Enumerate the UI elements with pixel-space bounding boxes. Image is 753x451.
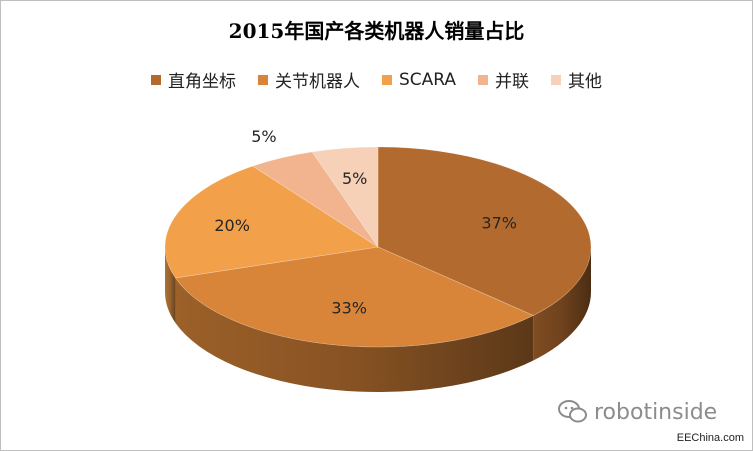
source-text: EEChina.com <box>676 432 744 444</box>
data-label-other: 5% <box>342 169 367 188</box>
legend: 直角坐标 关节机器人 SCARA 并联 其他 <box>1 67 752 92</box>
legend-label-parallel: 并联 <box>495 72 530 92</box>
data-label-cartesian: 37% <box>481 213 517 232</box>
legend-swatch-articulated <box>257 74 268 85</box>
legend-item-parallel: 并联 <box>478 67 529 92</box>
legend-item-scara: SCARA <box>381 67 457 92</box>
pie-slices <box>164 146 592 348</box>
watermark: robotinside <box>558 399 717 425</box>
legend-item-other: 其他 <box>551 67 602 92</box>
legend-swatch-other <box>551 74 562 85</box>
pie-sides <box>165 247 591 392</box>
legend-swatch-cartesian <box>150 74 161 85</box>
pie-side-articulated <box>175 277 534 392</box>
pie-side-cartesian <box>533 247 591 361</box>
data-label-articulated: 33% <box>331 299 367 318</box>
legend-item-cartesian: 直角坐标 <box>150 67 236 92</box>
data-label-parallel: 5% <box>251 127 276 146</box>
wechat-icon <box>558 400 587 423</box>
pie-slice-scara <box>164 165 379 279</box>
legend-swatch-scara <box>381 74 392 85</box>
legend-label-articulated: 关节机器人 <box>274 72 360 92</box>
watermark-text: robotinside <box>594 399 718 425</box>
pie-slice-parallel <box>252 151 379 248</box>
legend-label-cartesian: 直角坐标 <box>167 72 236 92</box>
legend-label-other: 其他 <box>568 72 603 92</box>
chart-title: 2015年国产各类机器人销量占比 <box>228 19 525 43</box>
pie-labels: 37% 33% 20% 5% 5% <box>214 127 517 318</box>
pie-slice-other <box>311 146 379 248</box>
pie-slice-cartesian <box>377 146 592 316</box>
pie-side-scara <box>165 247 176 323</box>
legend-swatch-parallel <box>478 74 489 85</box>
pie-slice-articulated <box>174 246 534 348</box>
legend-label-scara: SCARA <box>398 69 457 90</box>
legend-item-articulated: 关节机器人 <box>257 67 360 92</box>
data-label-scara: 20% <box>214 216 250 235</box>
